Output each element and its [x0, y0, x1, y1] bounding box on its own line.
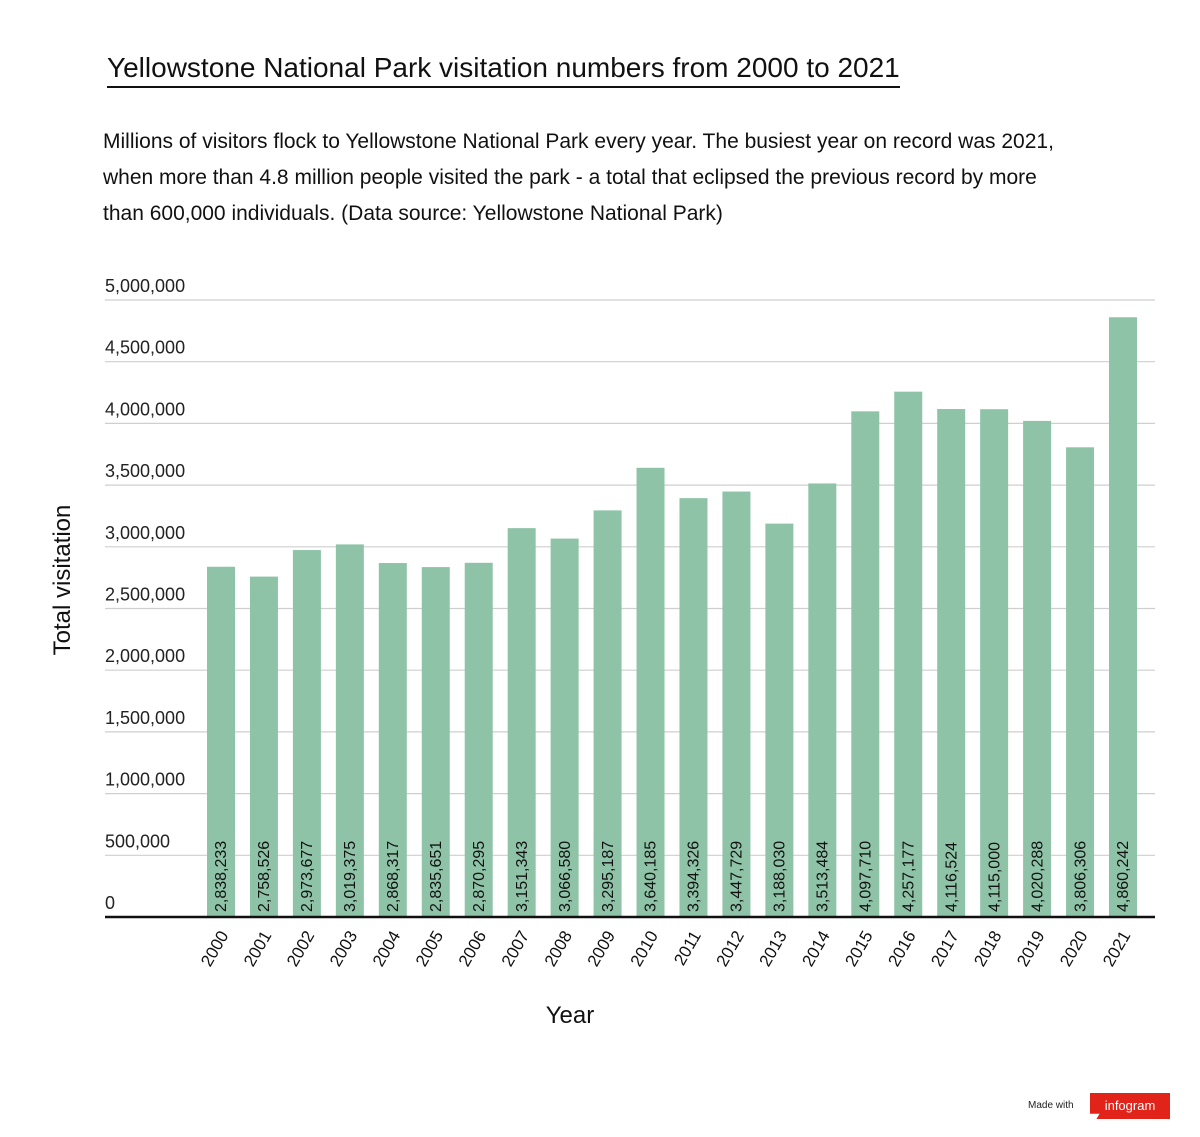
x-tick-label: 2017	[927, 928, 962, 970]
bar-value-label: 3,188,030	[772, 841, 789, 912]
infogram-logo[interactable]: infogram	[1090, 1093, 1170, 1119]
bar	[421, 567, 450, 917]
bar-value-label: 3,394,326	[686, 841, 703, 912]
bar	[980, 409, 1009, 917]
x-axis-title: Year	[546, 1002, 595, 1029]
y-tick-label: 4,000,000	[105, 399, 185, 419]
y-tick-label: 3,500,000	[105, 461, 185, 481]
bar	[765, 523, 794, 917]
made-with-text: Made with	[1028, 1100, 1074, 1111]
x-tick-label: 2000	[197, 928, 232, 970]
x-tick-label: 2007	[498, 928, 533, 970]
bar-value-label: 3,806,306	[1072, 841, 1089, 912]
y-tick-label: 5,000,000	[105, 276, 185, 296]
y-tick-label: 4,500,000	[105, 338, 185, 358]
x-tick-label: 2016	[884, 928, 919, 970]
x-tick-label: 2008	[541, 928, 576, 970]
gridlines	[105, 299, 1155, 856]
bar-value-label: 4,020,288	[1029, 841, 1046, 912]
bar	[679, 498, 708, 917]
bar	[937, 409, 966, 917]
bar	[1066, 447, 1095, 917]
bar-value-label: 3,640,185	[643, 841, 660, 912]
x-tick-label: 2018	[970, 928, 1005, 970]
y-axis-title: Total visitation	[49, 505, 76, 656]
bar	[894, 391, 923, 917]
bar-value-label: 3,019,375	[342, 841, 359, 912]
y-tick-label: 1,000,000	[105, 770, 185, 790]
x-axis-ticks: 2000 2001 2002 2003 2004 2005 2006 2007 2008 2009…	[197, 928, 1134, 970]
bar-value-label: 2,868,317	[385, 841, 402, 912]
x-tick-label: 2006	[455, 928, 490, 970]
bar	[249, 576, 278, 917]
bar	[636, 467, 665, 917]
x-tick-label: 2019	[1013, 928, 1048, 970]
bar-value-label: 4,116,524	[943, 842, 960, 912]
x-tick-label: 2003	[326, 928, 361, 970]
bars	[207, 317, 1137, 918]
x-tick-label: 2013	[755, 928, 790, 970]
y-tick-label: 0	[105, 893, 115, 913]
y-tick-label: 2,000,000	[105, 646, 185, 666]
bar-value-label: 4,115,000	[986, 842, 1003, 912]
bar	[722, 491, 751, 917]
x-tick-label: 2012	[713, 928, 748, 970]
bar	[292, 550, 321, 917]
chart-description: Millions of visitors flock to Yellowston…	[103, 130, 1054, 225]
x-tick-label: 2004	[369, 928, 404, 970]
bar	[464, 562, 493, 917]
bar	[1023, 420, 1052, 917]
bar-value-label: 3,066,580	[557, 841, 574, 912]
x-tick-label: 2001	[240, 928, 275, 970]
bar	[507, 528, 536, 917]
bar	[808, 483, 837, 917]
bar-value-label: 4,097,710	[858, 841, 875, 912]
bar-value-label: 2,758,526	[256, 841, 273, 912]
y-tick-label: 500,000	[105, 831, 170, 851]
y-axis-ticks: 0 500,000 1,000,000 1,500,000 2,000,000 2,500…	[105, 276, 185, 913]
x-tick-label: 2011	[670, 928, 705, 969]
x-tick-label: 2015	[841, 928, 876, 970]
x-tick-label: 2010	[627, 928, 662, 970]
y-tick-label: 2,500,000	[105, 585, 185, 605]
x-tick-label: 2002	[283, 928, 318, 970]
x-tick-label: 2014	[798, 928, 833, 970]
x-tick-label: 2005	[412, 928, 447, 970]
x-tick-label: 2009	[584, 928, 619, 970]
bar	[851, 411, 880, 917]
bar-value-labels: 2,838,233 2,758,526 2,973,677 3,019,375 2,86…	[213, 841, 1132, 912]
y-tick-label: 1,500,000	[105, 708, 185, 728]
bar-value-label: 2,838,233	[213, 841, 230, 912]
bar	[335, 544, 364, 917]
bar-value-label: 4,257,177	[900, 841, 917, 912]
bar-value-label: 4,860,242	[1115, 841, 1132, 912]
bar-value-label: 3,513,484	[815, 841, 832, 912]
bar-value-label: 3,151,343	[514, 841, 531, 912]
bar-value-label: 3,447,729	[729, 841, 746, 912]
x-tick-label: 2021	[1099, 928, 1134, 970]
bar	[593, 510, 622, 917]
bar-value-label: 2,870,295	[471, 841, 488, 912]
bar	[207, 566, 235, 917]
bar	[1109, 317, 1137, 918]
chart-title: Yellowstone National Park visitation num…	[107, 52, 900, 88]
bar	[550, 538, 579, 917]
x-tick-label: 2020	[1056, 928, 1091, 970]
y-tick-label: 3,000,000	[105, 523, 185, 543]
bar	[378, 563, 407, 917]
bar-value-label: 2,973,677	[299, 841, 316, 912]
bar-value-label: 2,835,651	[428, 841, 445, 912]
bar-value-label: 3,295,187	[600, 841, 617, 912]
